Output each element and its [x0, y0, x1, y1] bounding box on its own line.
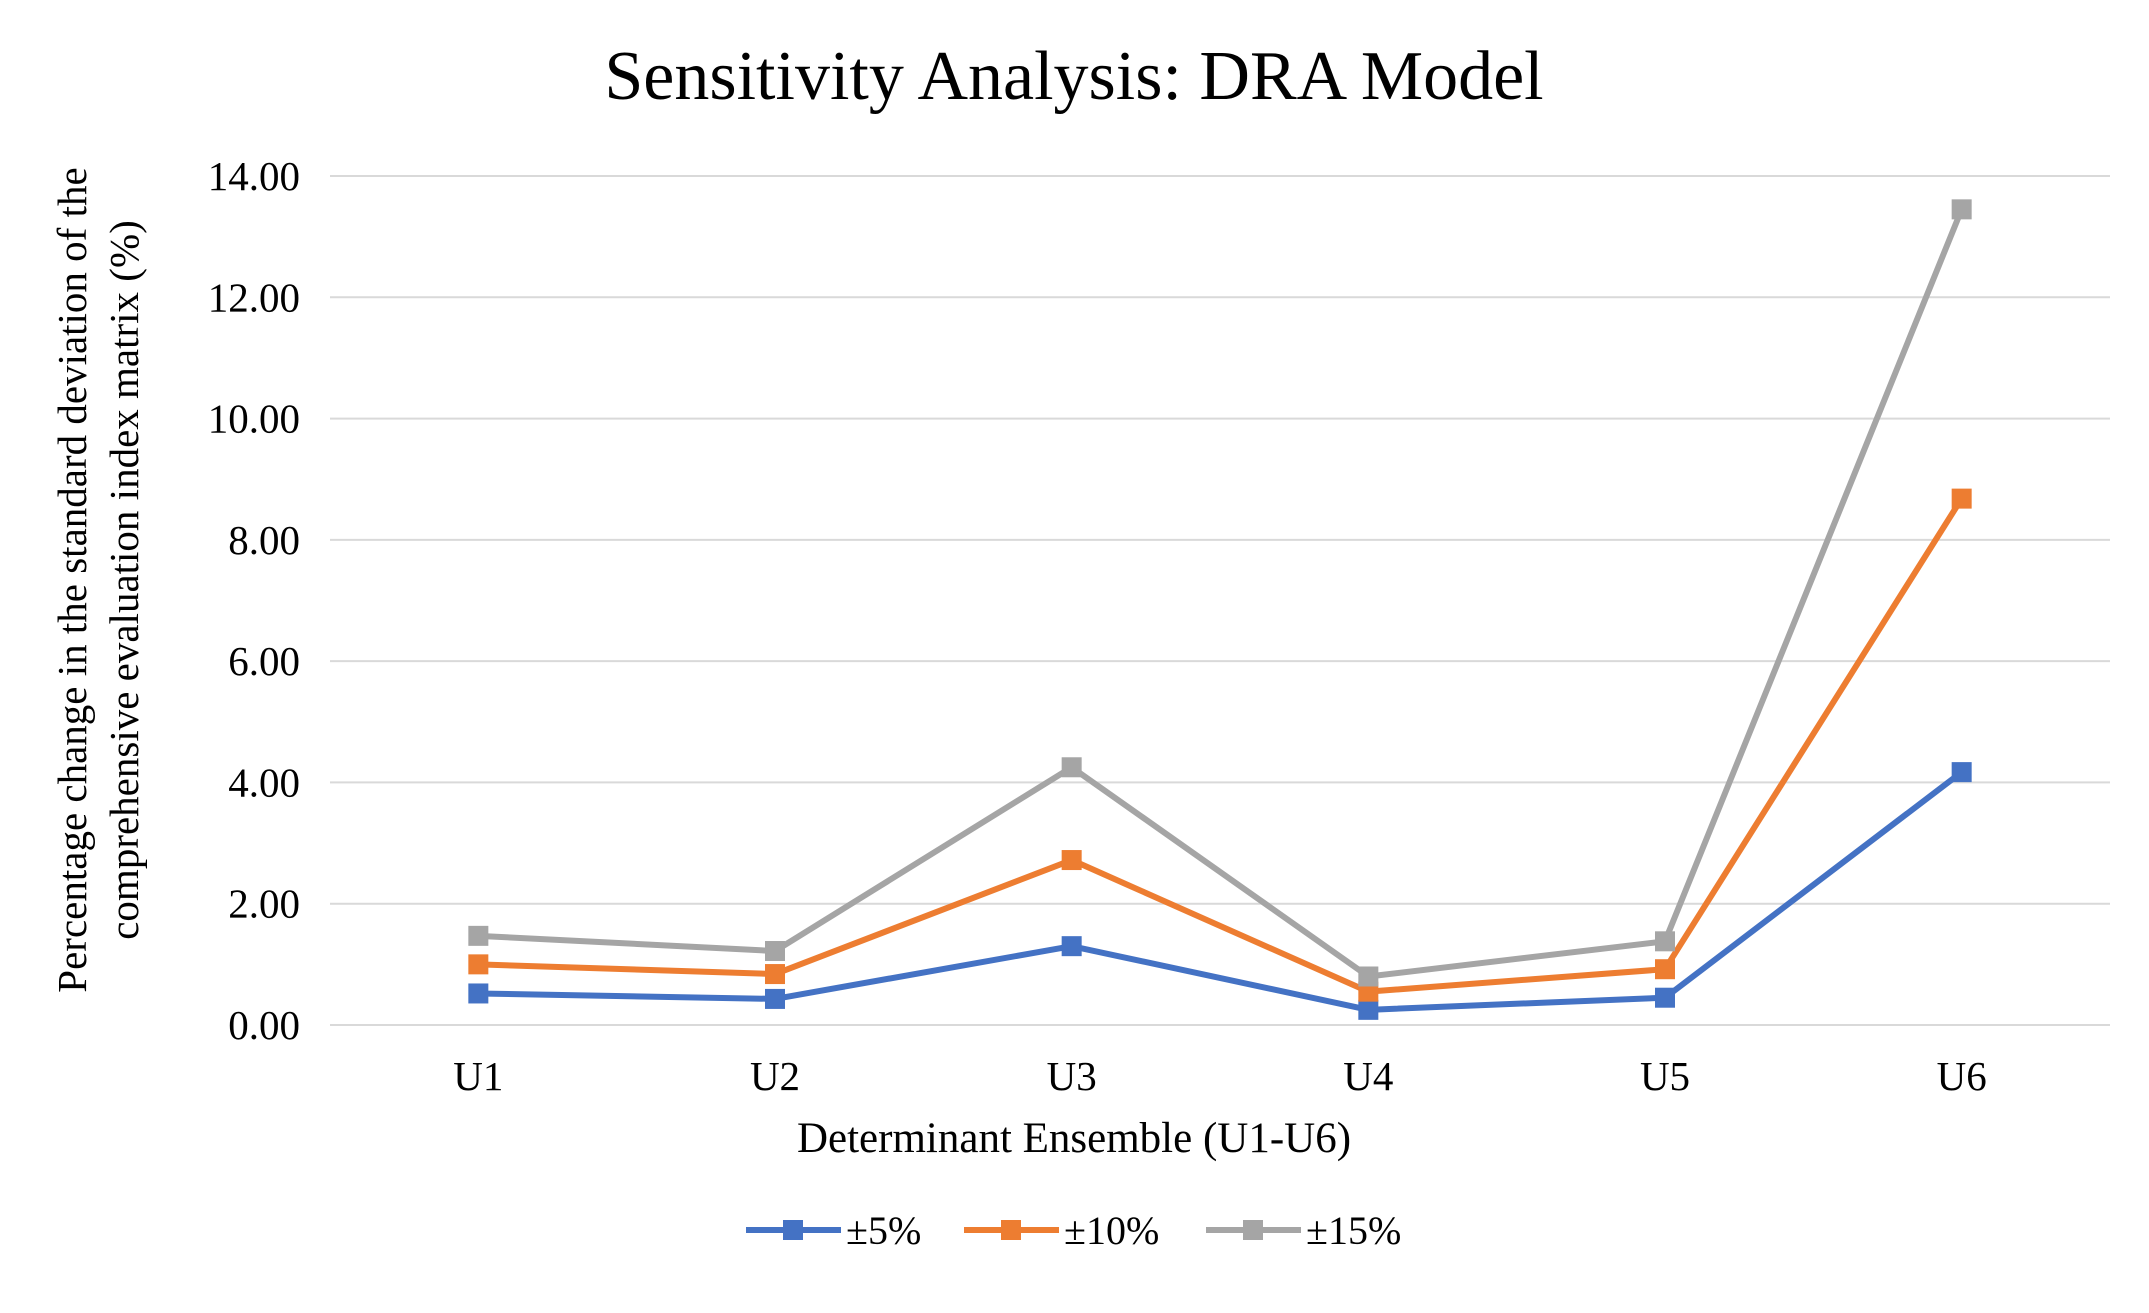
legend-item: ±5%	[746, 1208, 921, 1253]
data-point	[1951, 199, 1972, 220]
data-point	[1358, 999, 1379, 1020]
x-tick-label: U2	[750, 1053, 800, 1099]
legend-label: ±10%	[1064, 1208, 1159, 1253]
y-tick-label: 14.00	[208, 153, 300, 199]
y-axis-label: Percentage change in the standard deviat…	[49, 167, 147, 992]
series-markers	[468, 199, 1972, 1020]
data-point	[765, 988, 785, 1009]
data-point	[1358, 966, 1379, 987]
data-point	[1951, 762, 1972, 783]
data-point	[1655, 987, 1675, 1008]
data-point	[1655, 931, 1675, 952]
series-line-1	[478, 769, 1964, 1013]
data-point	[1951, 488, 1972, 509]
series-line-3	[478, 208, 1965, 980]
y-tick-labels: 0.00 2.00 4.00 6.00 8.00 10.00 12.00 14.00	[208, 153, 300, 1048]
data-point	[1061, 850, 1082, 871]
y-tick-label: 8.00	[228, 517, 300, 563]
legend-marker	[783, 1220, 803, 1240]
y-tick-label: 2.00	[228, 881, 300, 927]
data-point	[468, 925, 489, 946]
y-tick-label: 4.00	[228, 759, 300, 805]
data-point	[1061, 936, 1082, 957]
x-tick-label: U1	[453, 1053, 503, 1099]
data-point	[468, 983, 489, 1004]
legend: ±5% ±10% ±15%	[746, 1208, 1401, 1253]
series-line-2	[478, 497, 1965, 995]
y-tick-label: 6.00	[228, 638, 300, 684]
gridlines	[330, 175, 2110, 1026]
x-tick-label: U5	[1640, 1053, 1690, 1099]
legend-label: ±5%	[846, 1208, 921, 1253]
x-tick-labels: U1 U2 U3 U4 U5 U6	[453, 1053, 1986, 1099]
chart-title: Sensitivity Analysis: DRA Model	[604, 38, 1543, 115]
legend-marker	[1001, 1220, 1021, 1240]
y-tick-label: 12.00	[208, 274, 300, 320]
y-axis-label-line-2: comprehensive evaluation index matrix (%…	[101, 220, 147, 940]
legend-marker	[1243, 1220, 1263, 1240]
x-tick-label: U6	[1937, 1053, 1987, 1099]
x-tick-label: U3	[1047, 1053, 1097, 1099]
legend-item: ±10%	[964, 1208, 1159, 1253]
data-point	[765, 941, 785, 962]
x-tick-label: U4	[1343, 1053, 1393, 1099]
data-point	[765, 964, 785, 985]
data-point	[468, 954, 489, 975]
legend-label: ±15%	[1306, 1208, 1401, 1253]
data-point	[1358, 981, 1379, 1002]
data-point	[1061, 757, 1082, 778]
series-lines	[478, 208, 1965, 1013]
legend-item: ±15%	[1206, 1208, 1401, 1253]
y-tick-label: 0.00	[228, 1002, 300, 1048]
x-axis-label: Determinant Ensemble (U1-U6)	[797, 1115, 1351, 1162]
y-axis-label-line-1: Percentage change in the standard deviat…	[49, 167, 95, 992]
y-tick-label: 10.00	[208, 396, 300, 442]
data-point	[1655, 959, 1675, 980]
